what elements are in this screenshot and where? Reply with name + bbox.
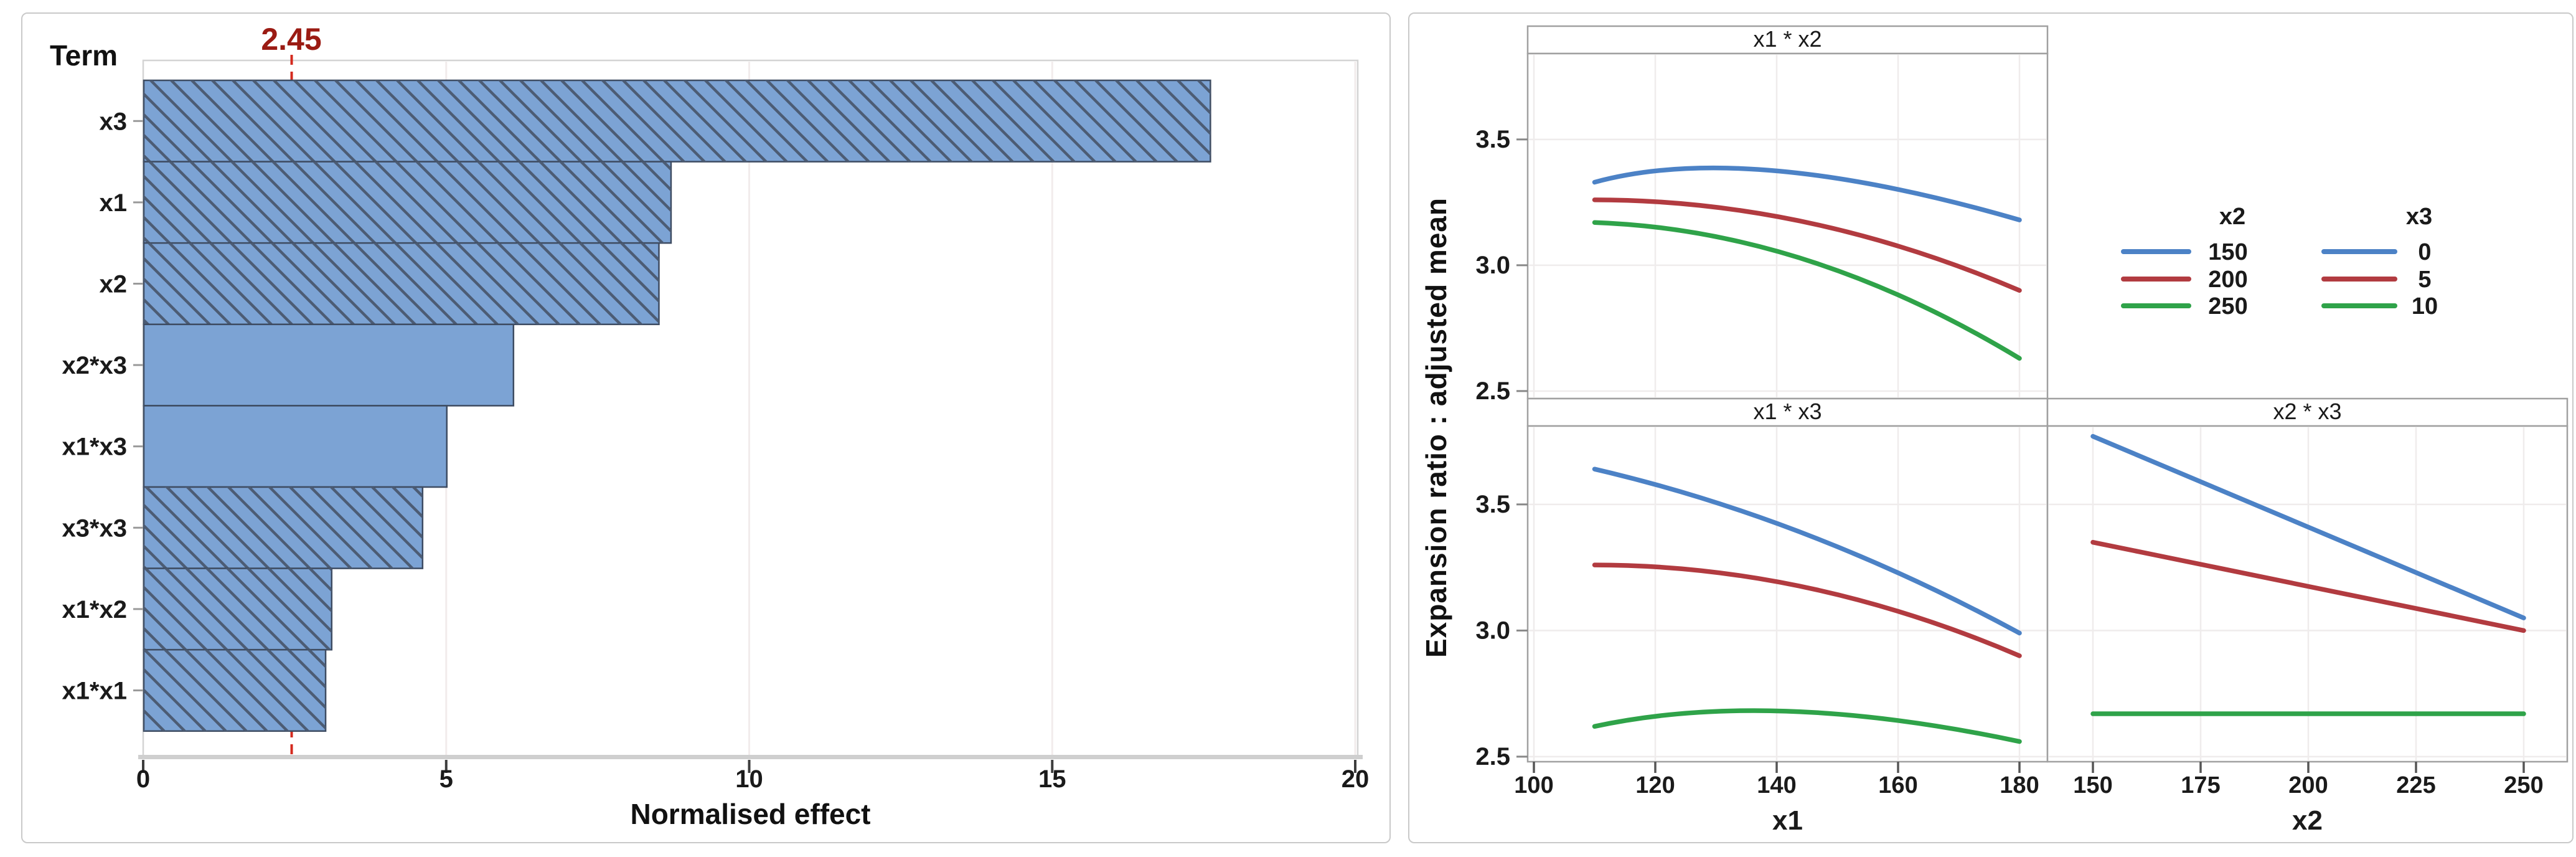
panel-frame: [2046, 425, 2569, 763]
interaction-plot-card: x1 * x2 x1 * x3 100 120 140 160 180 x1 x2 * x3 15…: [1408, 12, 2574, 843]
pareto-bar-hatch: [144, 243, 659, 324]
term-column-header: Term: [50, 39, 118, 72]
pareto-bar-hatch: [144, 80, 1211, 162]
pareto-bar-hatch: [144, 650, 326, 731]
series-line-5: [2090, 539, 2526, 633]
x-tick-label: 20: [1342, 765, 1370, 793]
legend-label: 10: [2412, 293, 2438, 320]
x-tick-label: 100: [1514, 772, 1553, 798]
x-tick-label: 175: [2181, 772, 2220, 798]
pareto-bar-hatch: [144, 487, 423, 569]
series-line-0: [2090, 433, 2526, 620]
term-label: x2*x3: [62, 352, 127, 379]
legend-label: 200: [2208, 267, 2247, 293]
x-tick-label: 160: [1878, 772, 1917, 798]
term-label: x1: [100, 189, 128, 217]
panel-title: x2 * x3: [2273, 399, 2341, 424]
x-tick-label: 10: [735, 765, 763, 793]
y-tick-label: 2.5: [1475, 743, 1510, 770]
pareto-bar-hatch: [144, 568, 332, 650]
term-label: x3: [100, 108, 128, 135]
panel-frame: [1526, 425, 2049, 763]
term-label: x3*x3: [62, 514, 127, 542]
panel-x1x3: x1 * x3 100 120 140 160 180 x1: [1514, 397, 2049, 836]
legend-title: x2: [2219, 204, 2245, 230]
interaction-y-axis-title: Expansion ratio : adjusted mean: [1420, 197, 1452, 658]
pareto-bar-hatch: [144, 161, 671, 244]
series-line-5: [1592, 562, 2022, 658]
x-tick-label: 225: [2396, 772, 2435, 798]
x-tick-label: 200: [2288, 772, 2328, 798]
series-line-0: [1592, 466, 2022, 636]
x-tick-label: 150: [2073, 772, 2112, 798]
x-tick-label: 0: [136, 765, 150, 793]
panel-x2x3: x2 * x3 150 175 200 225 250 x2: [2046, 397, 2569, 836]
term-label: x1*x3: [62, 433, 127, 461]
panel-title: x1 * x2: [1753, 26, 1822, 52]
x-tick-label: 5: [440, 765, 453, 793]
panel-x1x2: x1 * x2: [1526, 25, 2049, 400]
pareto-bar: [143, 405, 448, 488]
reference-line-label: 2.45: [261, 22, 322, 57]
series-line-250: [1592, 220, 2022, 361]
term-label: x2: [100, 271, 128, 298]
panel-frame: [1526, 52, 2049, 400]
series-line-200: [1592, 197, 2022, 293]
x-tick-label: 250: [2504, 772, 2543, 798]
legend-title: x3: [2406, 204, 2432, 230]
term-label: x1*x2: [62, 596, 127, 623]
x-tick-label: 180: [2000, 772, 2039, 798]
x-tick-label: 15: [1038, 765, 1066, 793]
pareto-x-axis-title: Normalised effect: [630, 798, 871, 830]
y-tick-label: 3.0: [1475, 252, 1510, 279]
legend-label: 5: [2418, 267, 2431, 293]
series-line-150: [1592, 165, 2022, 222]
panel-title: x1 * x3: [1753, 399, 1822, 424]
x-tick-label: 140: [1757, 772, 1796, 798]
pareto-chart: 0 5 10 15 20 x3 x1 x2 x2*x3 x1*x3 x3*x3 x1*x2 x1*x1: [62, 55, 1370, 793]
pareto-chart-card: 0 5 10 15 20 x3 x1 x2 x2*x3 x1*x3 x3*x3 x1*x2 x1*x1 …: [21, 12, 1391, 843]
y-tick-label: 3.5: [1475, 126, 1510, 153]
legend-label: 250: [2208, 293, 2247, 320]
legend-label: 0: [2418, 239, 2431, 265]
y-tick-label: 3.0: [1475, 617, 1510, 644]
term-label: x1*x1: [62, 678, 127, 705]
panel-header-band: [1526, 25, 2049, 55]
x-axis-title: x1: [1772, 805, 1803, 836]
y-tick-label: 3.5: [1475, 491, 1510, 518]
series-line-10: [1592, 708, 2022, 744]
x-tick-label: 120: [1635, 772, 1675, 798]
y-tick-label: 2.5: [1475, 377, 1510, 405]
x-axis-band: [138, 755, 1363, 759]
pareto-bar: [143, 323, 515, 407]
x-axis-title: x2: [2292, 805, 2323, 836]
panel-header-band: [2046, 397, 2569, 427]
legend-label: 150: [2208, 239, 2247, 265]
